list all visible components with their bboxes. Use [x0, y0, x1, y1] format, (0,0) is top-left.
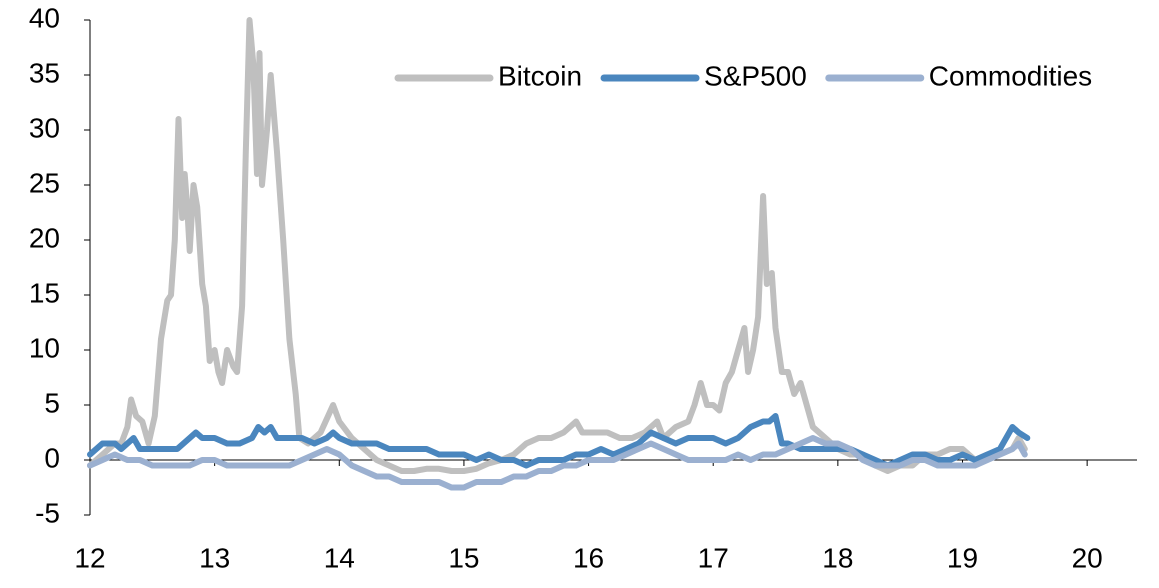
series-line — [87, 435, 1028, 491]
y-tick-label: 40 — [29, 2, 60, 33]
y-tick-label: -5 — [35, 497, 60, 528]
x-tick-label: 14 — [324, 542, 355, 573]
y-tick-label: 20 — [29, 222, 60, 253]
x-tick-label: 17 — [698, 542, 729, 573]
x-tick-label: 12 — [74, 542, 105, 573]
x-tick-label: 15 — [448, 542, 479, 573]
x-tick-label: 13 — [199, 542, 230, 573]
y-tick-label: 0 — [44, 442, 60, 473]
y-tick-label: 5 — [44, 387, 60, 418]
legend-label: Commodities — [929, 60, 1092, 91]
x-tick-label: 19 — [947, 542, 978, 573]
x-tick-label: 18 — [822, 542, 853, 573]
y-tick-label: 30 — [29, 112, 60, 143]
legend-label: S&P500 — [704, 60, 807, 91]
x-tick-label: 20 — [1072, 542, 1103, 573]
y-tick-label: 25 — [29, 167, 60, 198]
y-tick-label: 35 — [29, 57, 60, 88]
y-tick-label: 15 — [29, 277, 60, 308]
series-line — [87, 413, 1031, 469]
series-line — [87, 17, 1028, 474]
y-tick-label: 10 — [29, 332, 60, 363]
legend-label: Bitcoin — [498, 60, 582, 91]
x-tick-label: 16 — [573, 542, 604, 573]
